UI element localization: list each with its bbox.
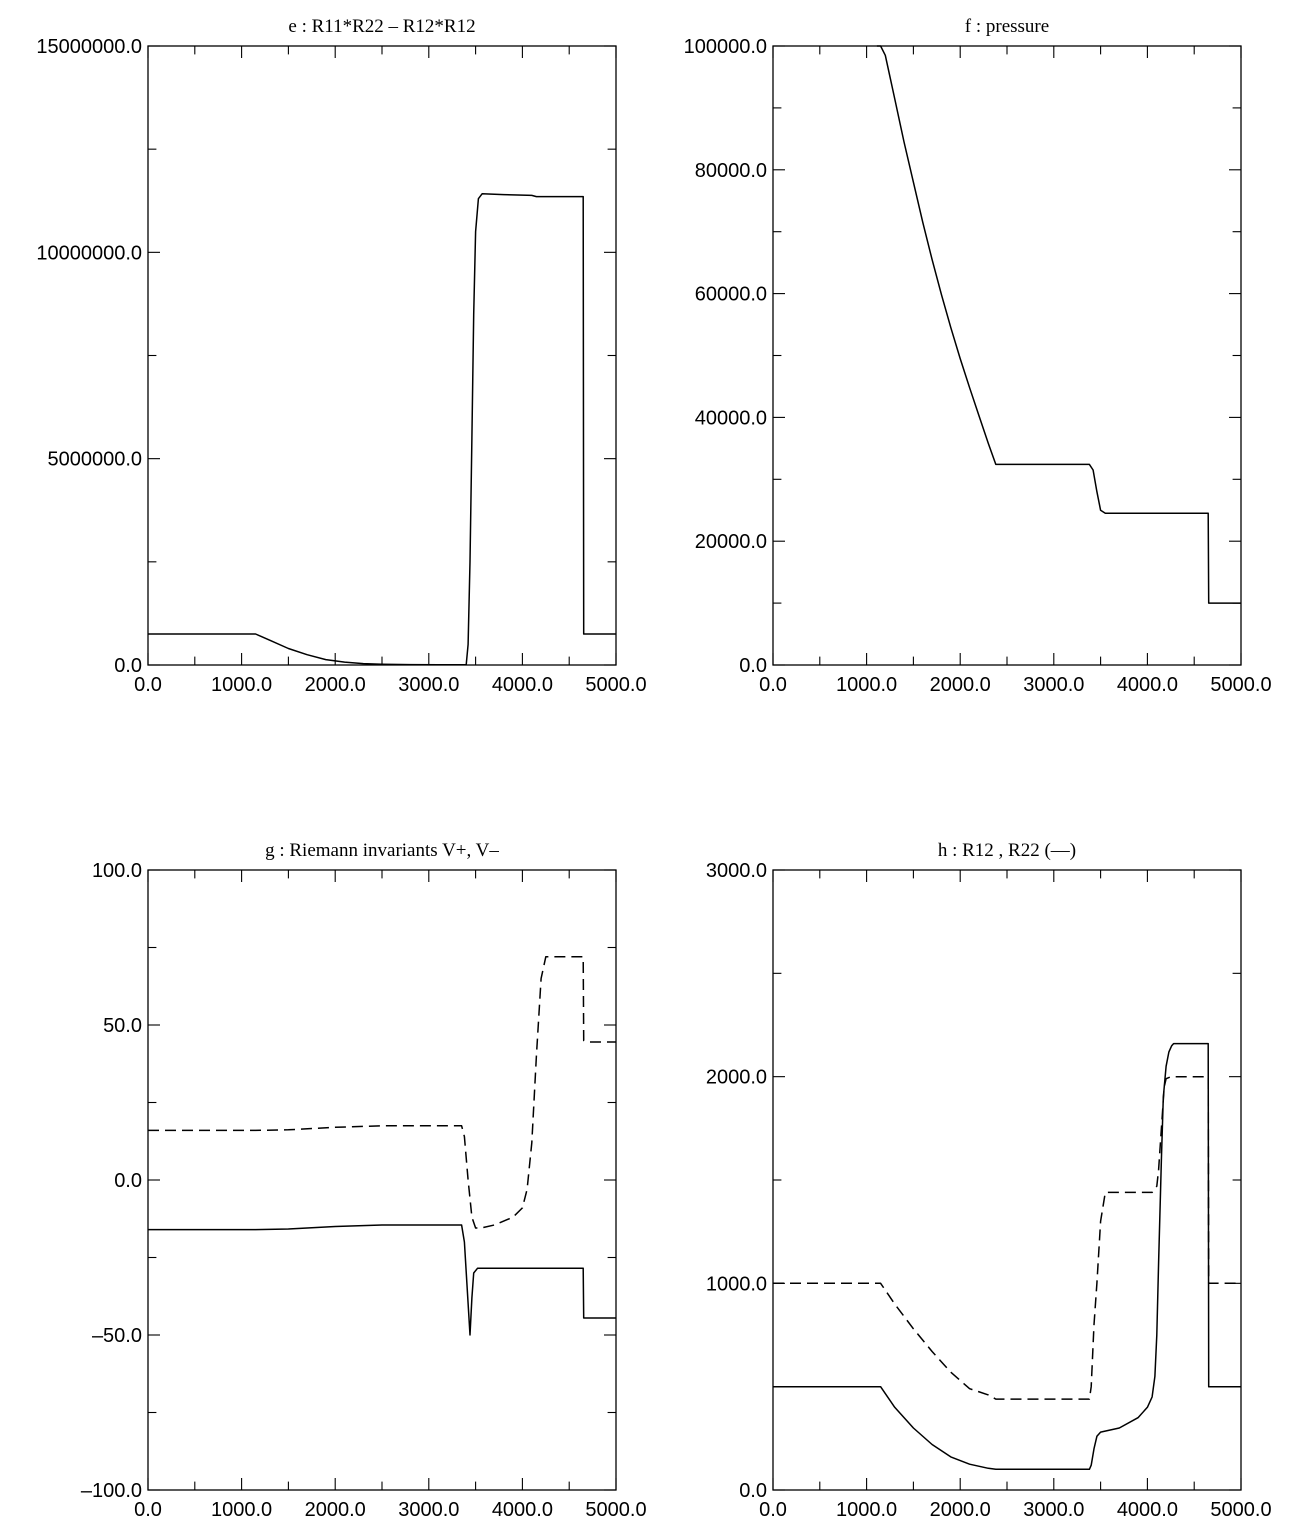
y-tick-label: 50.0 (103, 1015, 142, 1037)
x-tick-label: 2000.0 (305, 674, 366, 696)
y-tick-label: 2000.0 (706, 1067, 767, 1089)
x-tick-label: 0.0 (134, 674, 162, 696)
y-tick-label: 60000.0 (695, 284, 767, 306)
chart-panel-determinant: e : R11*R22 – R12*R12 0.0 1000.0 2000.0 3000… (36, 16, 646, 696)
x-tick-label: 0.0 (759, 1499, 787, 1521)
x-tick-label: 1000.0 (211, 674, 272, 696)
y-tick-label: 80000.0 (695, 160, 767, 182)
x-tick-label: 3000.0 (398, 674, 459, 696)
x-tick-label: 1000.0 (836, 1499, 897, 1521)
y-tick-label: 0.0 (739, 1480, 767, 1502)
y-tick-label: 0.0 (114, 655, 142, 677)
chart-panel-riemann: g : Riemann invariants V+, V– 0.0 1000.0 20… (81, 840, 647, 1521)
x-tick-label: 2000.0 (930, 1499, 991, 1521)
x-tick-label: 5000.0 (1210, 1499, 1271, 1521)
y-tick-label: 100.0 (92, 860, 142, 882)
plot-frame (147, 45, 617, 666)
x-tick-label: 4000.0 (1117, 674, 1178, 696)
x-tick-label: 0.0 (134, 1499, 162, 1521)
x-tick-label: 2000.0 (305, 1499, 366, 1521)
y-tick-label: –100.0 (81, 1480, 142, 1502)
x-tick-label: 5000.0 (585, 674, 646, 696)
y-tick-label: 1000.0 (706, 1273, 767, 1295)
chart-title: e : R11*R22 – R12*R12 (288, 16, 475, 37)
chart-title: h : R12 , R22 (––) (938, 840, 1076, 861)
y-tick-label: –50.0 (92, 1325, 142, 1347)
x-tick-label: 0.0 (759, 674, 787, 696)
y-tick-label: 40000.0 (695, 407, 767, 429)
x-tick-label: 4000.0 (1117, 1499, 1178, 1521)
plot-frame (772, 45, 1242, 666)
x-tick-label: 5000.0 (1210, 674, 1271, 696)
plot-frame (772, 869, 1242, 1491)
plot-frame (147, 869, 617, 1491)
chart-title: g : Riemann invariants V+, V– (265, 840, 499, 861)
series-line-dashed (773, 1075, 1241, 1400)
series-line-solid (148, 1224, 616, 1336)
chart-panel-r12-r22: h : R12 , R22 (––) 0.0 1000.0 2000.0 3000.0 4… (706, 840, 1272, 1521)
x-tick-label: 2000.0 (930, 674, 991, 696)
series-line-solid (148, 192, 616, 666)
y-tick-label: 0.0 (114, 1170, 142, 1192)
series-line-solid (876, 45, 1241, 604)
chart-title: f : pressure (965, 16, 1049, 37)
x-tick-label: 4000.0 (492, 1499, 553, 1521)
x-tick-label: 3000.0 (1023, 1499, 1084, 1521)
x-tick-label: 3000.0 (1023, 674, 1084, 696)
series-line-solid (773, 1042, 1241, 1471)
y-tick-label: 20000.0 (695, 531, 767, 553)
x-tick-label: 4000.0 (492, 674, 553, 696)
series-line-dashed (148, 956, 616, 1229)
x-tick-label: 5000.0 (585, 1499, 646, 1521)
y-tick-label: 3000.0 (706, 860, 767, 882)
y-tick-label: 5000000.0 (47, 449, 142, 471)
chart-panel-pressure: f : pressure 0.0 1000.0 2000.0 3000.0 4000.0 5… (684, 16, 1272, 696)
x-tick-label: 1000.0 (836, 674, 897, 696)
x-tick-label: 1000.0 (211, 1499, 272, 1521)
y-tick-label: 15000000.0 (36, 36, 142, 58)
y-tick-label: 10000000.0 (36, 242, 142, 264)
x-tick-label: 3000.0 (398, 1499, 459, 1521)
y-tick-label: 100000.0 (684, 36, 767, 58)
y-tick-label: 0.0 (739, 655, 767, 677)
